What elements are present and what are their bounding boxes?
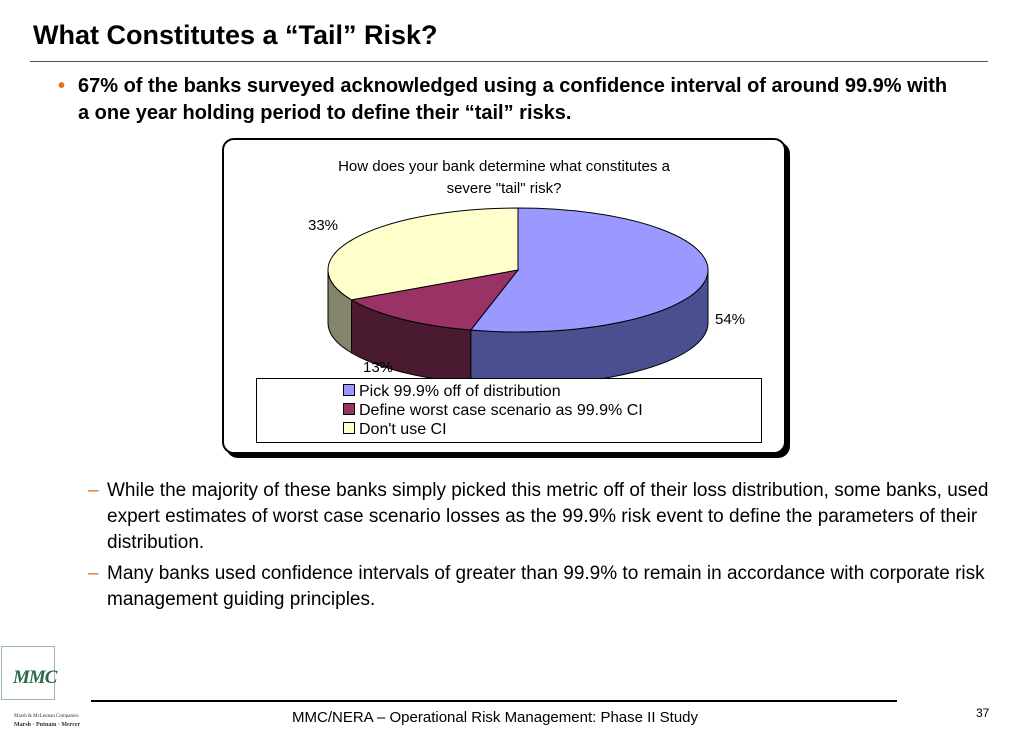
legend-label-define: Define worst case scenario as 99.9% CI <box>359 402 643 419</box>
page-number: 37 <box>976 706 990 720</box>
dash-icon: – <box>88 563 99 584</box>
mmc-logo-text: MMC <box>13 667 57 688</box>
legend-label-dont-use: Don't use CI <box>359 421 447 438</box>
main-bullet-text: 67% of the banks surveyed acknowledged u… <box>78 75 948 124</box>
legend-swatch-dont-use <box>343 422 355 434</box>
bullet-icon: • <box>58 75 66 97</box>
legend-label-pick: Pick 99.9% off of distribution <box>359 383 561 400</box>
sub-bullet-item: – While the majority of these banks simp… <box>88 478 1003 556</box>
sub-bullet-text: Many banks used confidence intervals of … <box>107 563 985 610</box>
sub-bullet-text: While the majority of these banks simply… <box>107 480 989 553</box>
legend-item-define: Define worst case scenario as 99.9% CI <box>343 402 643 420</box>
logo-brand-names: Marsh · Putnam · Mercer <box>14 722 81 728</box>
sub-bullet-item: – Many banks used confidence intervals o… <box>88 561 1003 613</box>
dash-icon: – <box>88 480 99 501</box>
mmc-logo <box>1 646 55 700</box>
slide-title: What Constitutes a “Tail” Risk? <box>33 20 438 50</box>
data-label-define: 13% <box>363 359 393 376</box>
title-divider <box>30 61 988 62</box>
footer-divider <box>91 700 897 702</box>
sub-bullet-list: – While the majority of these banks simp… <box>88 478 1003 618</box>
pie-chart: How does your bank determine what consti… <box>308 158 745 386</box>
chart-legend: Pick 99.9% off of distribution Define wo… <box>256 378 762 443</box>
pie-slice-pick <box>469 207 709 333</box>
pie-slice-dont-use <box>327 207 519 301</box>
legend-swatch-pick <box>343 384 355 396</box>
legend-swatch-define <box>343 403 355 415</box>
main-bullet: • 67% of the banks surveyed acknowledged… <box>58 73 958 127</box>
pie-slices <box>327 207 709 333</box>
pie-slice-define <box>350 269 520 331</box>
chart-panel: How does your bank determine what consti… <box>222 138 786 454</box>
legend-item-pick: Pick 99.9% off of distribution <box>343 383 561 401</box>
footer-text: MMC/NERA – Operational Risk Management: … <box>292 709 699 726</box>
data-label-pick: 54% <box>715 311 745 328</box>
chart-title-line-2: severe "tail" risk? <box>447 180 562 197</box>
legend-item-dont-use: Don't use CI <box>343 421 447 439</box>
logo-company-name: Marsh & McLennan Companies <box>14 714 79 719</box>
data-label-dont-use: 33% <box>308 217 338 234</box>
chart-title-line-1: How does your bank determine what consti… <box>338 158 671 175</box>
